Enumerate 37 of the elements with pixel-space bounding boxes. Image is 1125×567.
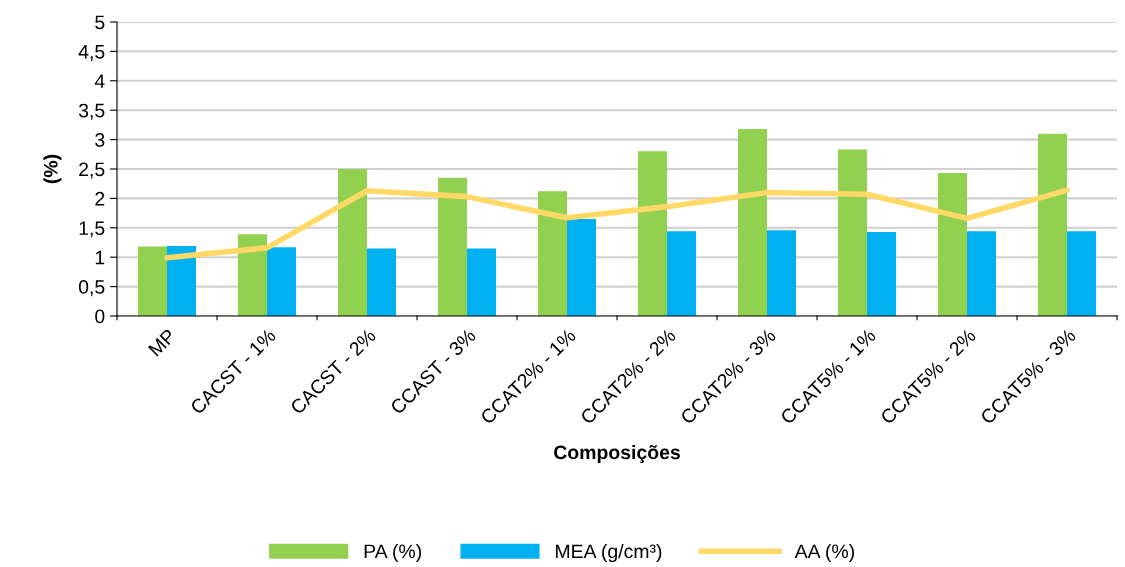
bar	[1067, 231, 1096, 316]
y-tick-label: 3	[95, 133, 105, 147]
y-tick-label: 1	[95, 250, 105, 265]
bar	[338, 169, 367, 316]
y-tick-label: 4,5	[78, 45, 105, 61]
bar	[767, 230, 796, 316]
x-axis-title: Composições	[554, 444, 680, 464]
bar	[467, 248, 496, 316]
bar	[667, 231, 696, 316]
y-tick-label: 5	[95, 15, 105, 30]
legend-label: AA (%)	[794, 543, 854, 563]
y-axis-title: (%)	[43, 154, 62, 184]
bar	[867, 231, 896, 316]
bar	[738, 129, 767, 316]
bar	[838, 149, 867, 316]
bar	[638, 151, 667, 316]
bar	[538, 191, 567, 316]
x-tick-label: MP	[148, 328, 177, 357]
bar	[367, 248, 396, 316]
y-tick-label: 1,5	[79, 221, 105, 238]
y-tick-label: 2	[95, 191, 105, 206]
bar	[1038, 133, 1067, 316]
bar	[438, 177, 467, 316]
y-tick-label: 3,5	[78, 103, 105, 120]
y-tick-label: 0,5	[78, 280, 105, 297]
bar	[938, 173, 967, 316]
bar	[567, 218, 596, 316]
y-tick-label: 2,5	[79, 162, 105, 179]
bar	[138, 246, 167, 316]
y-tick-label: 0	[95, 309, 105, 324]
legend-label: MEA (g/cm³)	[556, 543, 662, 563]
bar	[967, 231, 996, 316]
bar	[267, 247, 296, 316]
bar	[167, 246, 196, 316]
bar	[238, 234, 267, 316]
y-tick-label: 4	[94, 74, 105, 88]
legend-label: PA (%)	[364, 543, 422, 563]
